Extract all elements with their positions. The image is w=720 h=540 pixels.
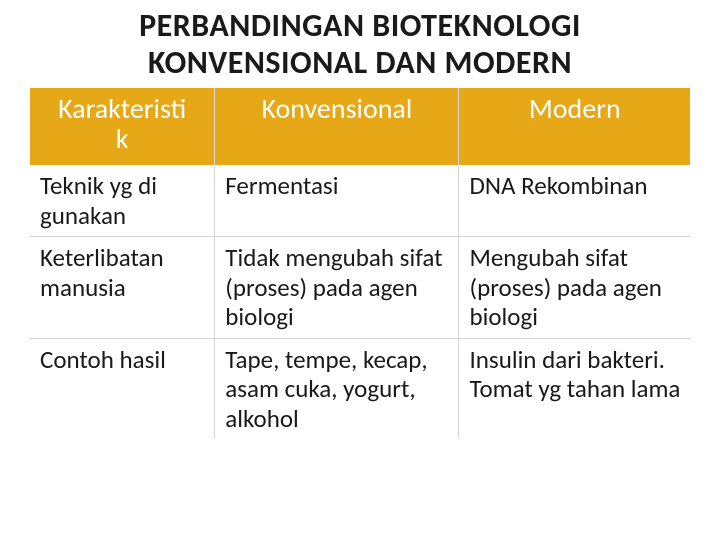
cell-modern: Insulin dari bakteri. Tomat yg tahan lam… xyxy=(459,338,690,439)
cell-karakteristik: Teknik yg di gunakan xyxy=(30,165,215,237)
table-header-row: Karakteristi k Konvensional Modern xyxy=(30,88,690,166)
cell-modern: DNA Rekombinan xyxy=(459,165,690,237)
header-label: Karakteristi xyxy=(58,91,186,126)
cell-konvensional: Fermentasi xyxy=(215,165,459,237)
header-cell-modern: Modern xyxy=(459,88,690,166)
slide: PERBANDINGAN BIOTEKNOLOGI KONVENSIONAL D… xyxy=(0,0,720,540)
cell-karakteristik: Contoh hasil xyxy=(30,338,215,439)
table-row: Teknik yg di gunakan Fermentasi DNA Reko… xyxy=(30,165,690,237)
header-label: k xyxy=(116,121,129,156)
header-label: Konvensional xyxy=(262,91,413,126)
comparison-table: Karakteristi k Konvensional Modern Tekni… xyxy=(30,88,690,440)
cell-modern: Mengubah sifat (proses) pada agen biolog… xyxy=(459,237,690,339)
cell-konvensional: Tidak mengubah sifat (proses) pada agen … xyxy=(215,237,459,339)
table-row: Keterlibatan manusia Tidak mengubah sifa… xyxy=(30,237,690,339)
cell-konvensional: Tape, tempe, kecap, asam cuka, yogurt, a… xyxy=(215,338,459,439)
header-label: Modern xyxy=(529,91,621,126)
header-cell-konvensional: Konvensional xyxy=(215,88,459,166)
slide-title: PERBANDINGAN BIOTEKNOLOGI KONVENSIONAL D… xyxy=(30,8,690,82)
header-cell-karakteristik: Karakteristi k xyxy=(30,88,215,166)
table-row: Contoh hasil Tape, tempe, kecap, asam cu… xyxy=(30,338,690,439)
cell-karakteristik: Keterlibatan manusia xyxy=(30,237,215,339)
